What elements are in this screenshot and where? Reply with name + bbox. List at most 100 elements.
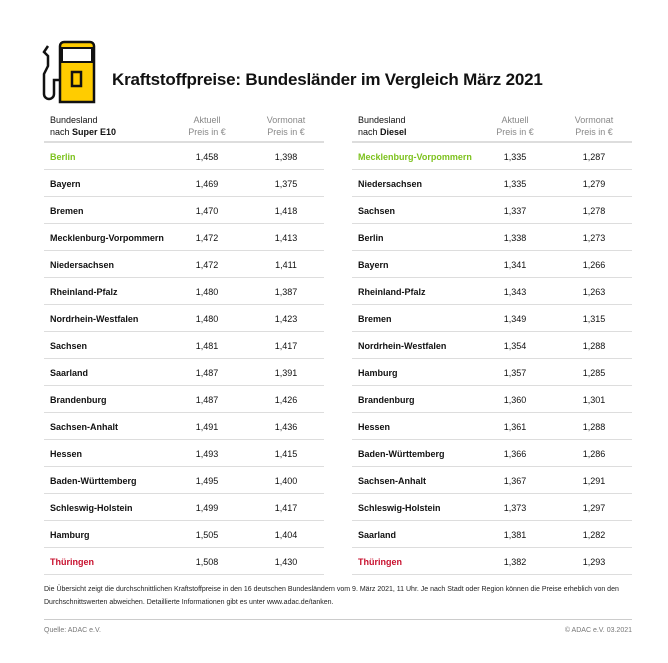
previous-month-price: 1,282	[582, 530, 606, 540]
current-price: 1,361	[503, 422, 527, 432]
state-name: Bremen	[50, 206, 84, 216]
table-row: Bremen 1,470 1,418	[44, 197, 324, 224]
previous-month-price: 1,426	[274, 395, 298, 405]
table-row: Brandenburg 1,487 1,426	[44, 386, 324, 413]
table-row: Sachsen 1,481 1,417	[44, 332, 324, 359]
previous-month-price: 1,436	[274, 422, 298, 432]
header-prefix: nach	[358, 127, 381, 137]
table-header: Bundesland nach Diesel Aktuell Preis in € Vo…	[352, 112, 632, 143]
footnote: Die Übersicht zeigt die durchschnittlich…	[44, 586, 619, 606]
previous-month-price: 1,286	[582, 449, 606, 459]
header-line2: nach Super E10	[50, 126, 116, 138]
current-price: 1,341	[503, 260, 527, 270]
previous-month-price: 1,285	[582, 368, 606, 378]
state-name: Bremen	[358, 314, 392, 324]
header-col2-b: Preis in €	[575, 127, 613, 137]
header-col2-b: Preis in €	[267, 127, 305, 137]
state-name: Nordrhein-Westfalen	[50, 314, 139, 324]
previous-month-price: 1,279	[582, 179, 606, 189]
current-price: 1,505	[195, 530, 219, 540]
table-row: Niedersachsen 1,335 1,279	[352, 170, 632, 197]
copyright: © ADAC e.V. 03.2021	[564, 627, 632, 634]
table-row: Mecklenburg-Vorpommern 1,472 1,413	[44, 224, 324, 251]
state-name: Sachsen	[358, 206, 396, 216]
current-price: 1,381	[503, 530, 527, 540]
current-price: 1,343	[503, 287, 527, 297]
current-price: 1,469	[195, 179, 219, 189]
table-row: Hamburg 1,357 1,285	[352, 359, 632, 386]
current-price: 1,472	[195, 260, 219, 270]
header-col1-b: Preis in €	[496, 127, 534, 137]
previous-month-price: 1,387	[274, 287, 298, 297]
current-price: 1,458	[195, 152, 219, 162]
current-price: 1,481	[195, 341, 219, 351]
current-price: 1,338	[503, 233, 527, 243]
current-price: 1,480	[195, 314, 219, 324]
state-name: Sachsen-Anhalt	[50, 422, 119, 432]
current-price: 1,349	[503, 314, 527, 324]
fuel-type: Super E10	[72, 127, 117, 137]
current-price: 1,493	[195, 449, 219, 459]
table-row: Sachsen 1,337 1,278	[352, 197, 632, 224]
current-price: 1,480	[195, 287, 219, 297]
state-name: Saarland	[358, 530, 397, 540]
column-header-col2: Vormonat Preis in €	[554, 114, 634, 138]
page-title: Kraftstoffpreise: Bundesländer im Vergle…	[112, 70, 543, 89]
table-row: Saarland 1,381 1,282	[352, 521, 632, 548]
state-name: Niedersachsen	[358, 179, 423, 189]
header-col2-a: Vormonat	[266, 115, 306, 125]
previous-month-price: 1,278	[582, 206, 606, 216]
previous-month-price: 1,417	[274, 503, 298, 513]
column-header-bundesland: Bundesland nach Super E10	[50, 114, 116, 138]
table-row: Baden-Württemberg 1,495 1,400	[44, 467, 324, 494]
source: Quelle: ADAC e.V.	[44, 627, 101, 634]
column-header-col1: Aktuell Preis in €	[167, 114, 247, 138]
table-row: Schleswig-Holstein 1,499 1,417	[44, 494, 324, 521]
previous-month-price: 1,417	[274, 341, 298, 351]
table-row: Berlin 1,338 1,273	[352, 224, 632, 251]
state-name: Rheinland-Pfalz	[50, 287, 118, 297]
header-prefix: nach	[50, 127, 73, 137]
table-row: Hessen 1,493 1,415	[44, 440, 324, 467]
current-price: 1,335	[503, 152, 527, 162]
super-e10-table: Bundesland nach Super E10 Aktuell Preis in …	[44, 112, 324, 575]
header-col2-a: Vormonat	[574, 115, 614, 125]
header-col1-a: Aktuell	[501, 115, 529, 125]
state-name: Schleswig-Holstein	[358, 503, 441, 513]
state-name: Nordrhein-Westfalen	[358, 341, 447, 351]
state-name: Sachsen-Anhalt	[358, 476, 427, 486]
state-name: Hamburg	[358, 368, 398, 378]
current-price: 1,360	[503, 395, 527, 405]
state-name: Brandenburg	[50, 395, 107, 405]
previous-month-price: 1,273	[582, 233, 606, 243]
state-name: Rheinland-Pfalz	[358, 287, 426, 297]
table-header: Bundesland nach Super E10 Aktuell Preis in …	[44, 112, 324, 143]
header-col1-b: Preis in €	[188, 127, 226, 137]
current-price: 1,357	[503, 368, 527, 378]
state-name: Schleswig-Holstein	[50, 503, 133, 513]
previous-month-price: 1,418	[274, 206, 298, 216]
state-name: Berlin	[358, 233, 384, 243]
previous-month-price: 1,287	[582, 152, 606, 162]
table-row: Brandenburg 1,360 1,301	[352, 386, 632, 413]
previous-month-price: 1,291	[582, 476, 606, 486]
previous-month-price: 1,293	[582, 557, 606, 567]
previous-month-price: 1,415	[274, 449, 298, 459]
table-row: Sachsen-Anhalt 1,491 1,436	[44, 413, 324, 440]
diesel-table: Bundesland nach Diesel Aktuell Preis in € Vo…	[352, 112, 632, 575]
table-row: Thüringen 1,508 1,430	[44, 548, 324, 575]
state-name: Hamburg	[50, 530, 90, 540]
previous-month-price: 1,315	[582, 314, 606, 324]
state-name: Mecklenburg-Vorpommern	[358, 152, 472, 162]
current-price: 1,337	[503, 206, 527, 216]
table-row: Hamburg 1,505 1,404	[44, 521, 324, 548]
table-row: Thüringen 1,382 1,293	[352, 548, 632, 575]
table-row: Rheinland-Pfalz 1,480 1,387	[44, 278, 324, 305]
header-line2: nach Diesel	[358, 126, 407, 138]
previous-month-price: 1,391	[274, 368, 298, 378]
header-line1: Bundesland	[50, 115, 98, 125]
state-name: Hessen	[358, 422, 391, 432]
previous-month-price: 1,430	[274, 557, 298, 567]
divider	[44, 619, 632, 620]
column-header-col1: Aktuell Preis in €	[475, 114, 555, 138]
